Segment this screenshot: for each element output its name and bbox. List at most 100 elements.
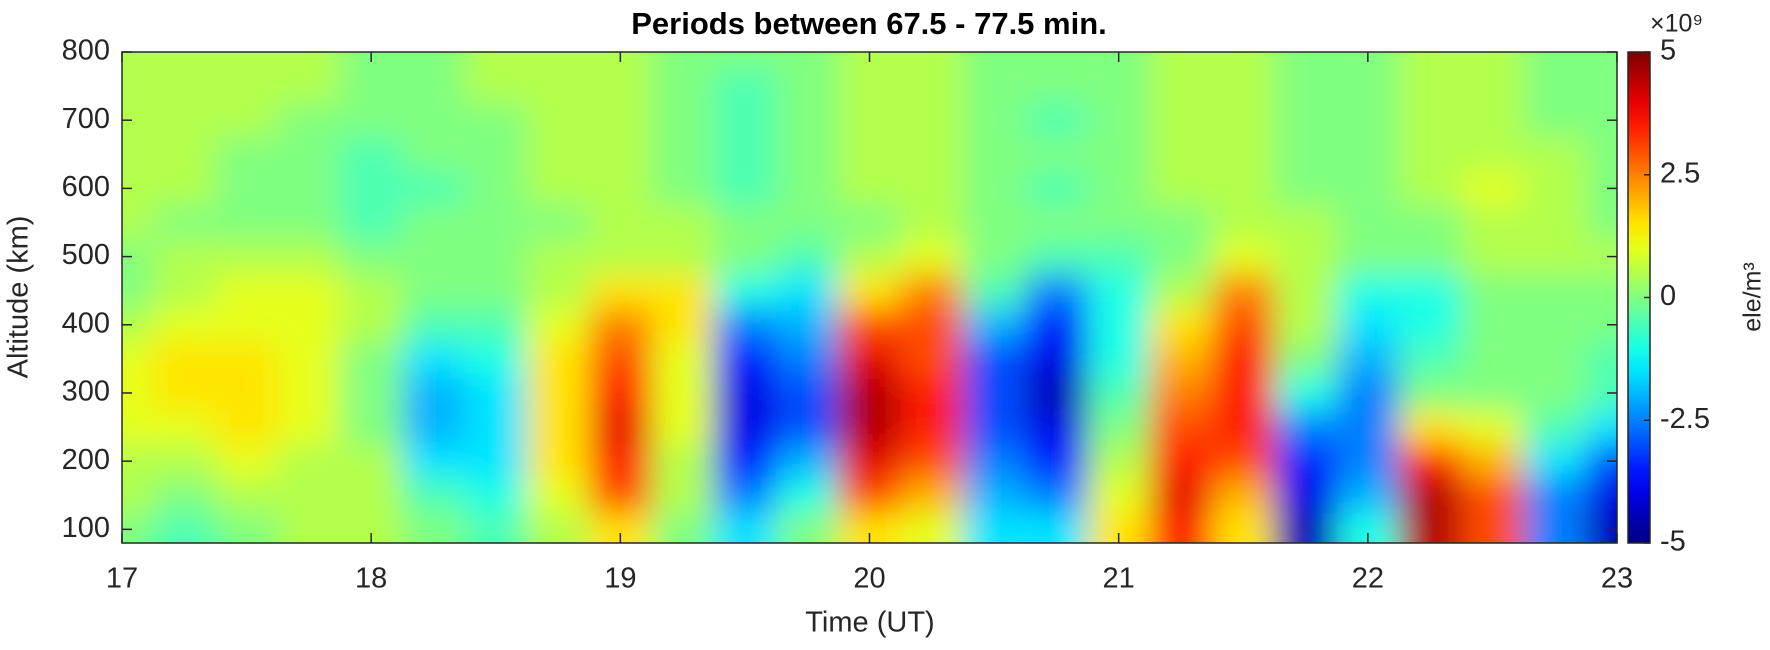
heatmap-cell bbox=[526, 137, 590, 172]
heatmap-cell bbox=[1274, 273, 1338, 309]
heatmap-cell bbox=[153, 205, 216, 241]
heatmap-cell bbox=[402, 512, 466, 543]
heatmap-cell bbox=[340, 171, 403, 206]
heatmap-cell bbox=[962, 341, 1026, 377]
heatmap-cell bbox=[464, 307, 528, 343]
heatmap-cell bbox=[526, 410, 590, 445]
heatmap-cell bbox=[464, 69, 528, 104]
heatmap-cell bbox=[122, 341, 154, 377]
heatmap-cell bbox=[900, 239, 964, 275]
heatmap-cell bbox=[1336, 171, 1400, 206]
heatmap-cell bbox=[1523, 103, 1587, 138]
heatmap-cell bbox=[1461, 341, 1525, 377]
heatmap-cell bbox=[1149, 69, 1213, 104]
heatmap-cell bbox=[1523, 375, 1587, 411]
colorbar-tick-label: 5 bbox=[1660, 35, 1676, 67]
heatmap-cell bbox=[713, 205, 777, 241]
heatmap-cell bbox=[776, 307, 839, 343]
heatmap-cell bbox=[215, 341, 279, 377]
heatmap-cell bbox=[589, 444, 652, 479]
heatmap-cell bbox=[402, 341, 466, 377]
heatmap-cell bbox=[464, 239, 528, 275]
heatmap-cell bbox=[838, 478, 902, 513]
heatmap-cell bbox=[464, 410, 528, 445]
heatmap-cell bbox=[962, 273, 1026, 309]
heatmap-cell bbox=[1025, 103, 1089, 138]
heatmap-cell bbox=[122, 52, 154, 70]
heatmap-cell bbox=[464, 171, 528, 206]
heatmap-cell bbox=[1149, 137, 1213, 172]
heatmap-cell bbox=[1585, 341, 1617, 377]
heatmap-cell bbox=[1149, 478, 1213, 513]
x-axis-label: Time (UT) bbox=[805, 607, 934, 639]
heatmap-cell bbox=[277, 410, 341, 445]
y-tick-label: 800 bbox=[62, 35, 110, 67]
y-tick-label: 100 bbox=[62, 512, 110, 544]
heatmap-cell bbox=[1336, 375, 1400, 411]
y-axis-label: Altitude (km) bbox=[3, 216, 35, 379]
heatmap-cell bbox=[1461, 103, 1525, 138]
heatmap-cell bbox=[589, 171, 652, 206]
heatmap-cell bbox=[1336, 69, 1400, 104]
heatmap-cell bbox=[589, 341, 652, 377]
heatmap-cell bbox=[1523, 273, 1587, 309]
heatmap-cell bbox=[776, 171, 839, 206]
heatmap-cell bbox=[1461, 239, 1525, 275]
heatmap-cell bbox=[215, 512, 279, 543]
heatmap-cell bbox=[900, 205, 964, 241]
heatmap-cell bbox=[277, 307, 341, 343]
heatmap-cell bbox=[215, 375, 279, 411]
heatmap-cell bbox=[122, 478, 154, 513]
heatmap-cell bbox=[1025, 205, 1089, 241]
heatmap-cell bbox=[464, 375, 528, 411]
heatmap-cell bbox=[589, 205, 652, 241]
y-tick-label: 200 bbox=[62, 444, 110, 476]
heatmap-cell bbox=[713, 478, 777, 513]
heatmap-cell bbox=[122, 512, 154, 543]
heatmap-cell bbox=[1087, 273, 1151, 309]
heatmap-cell bbox=[1336, 410, 1400, 445]
heatmap-cell bbox=[1025, 512, 1089, 543]
y-tick-label: 700 bbox=[62, 103, 110, 135]
heatmap-cell bbox=[526, 171, 590, 206]
heatmap-cell bbox=[122, 273, 154, 309]
heatmap-cell bbox=[651, 341, 715, 377]
x-tick-label: 22 bbox=[1352, 563, 1384, 595]
heatmap-cell bbox=[776, 512, 839, 543]
heatmap-cell bbox=[1212, 341, 1275, 377]
heatmap-cell bbox=[402, 375, 466, 411]
heatmap-cell bbox=[589, 273, 652, 309]
heatmap-cell bbox=[1025, 239, 1089, 275]
heatmap-cell bbox=[464, 103, 528, 138]
heatmap-cell bbox=[526, 205, 590, 241]
heatmap-cell bbox=[776, 273, 839, 309]
heatmap-cell bbox=[900, 307, 964, 343]
heatmap-cell bbox=[776, 239, 839, 275]
heatmap-cell bbox=[153, 69, 216, 104]
heatmap-cell bbox=[464, 478, 528, 513]
heatmap-cell bbox=[1523, 69, 1587, 104]
heatmap-cell bbox=[1025, 273, 1089, 309]
heatmap-cell bbox=[1274, 171, 1338, 206]
heatmap-cell bbox=[153, 512, 216, 543]
heatmap-cell bbox=[1461, 307, 1525, 343]
heatmap-cell bbox=[1523, 171, 1587, 206]
y-tick-label: 300 bbox=[62, 376, 110, 408]
heatmap-cell bbox=[153, 375, 216, 411]
heatmap-cell bbox=[962, 478, 1026, 513]
heatmap-cell bbox=[277, 341, 341, 377]
heatmap-cell bbox=[153, 444, 216, 479]
heatmap-cell bbox=[526, 69, 590, 104]
colorbar-tick-label: -5 bbox=[1660, 526, 1686, 558]
heatmap-cell bbox=[1274, 410, 1338, 445]
heatmap-cell bbox=[1212, 239, 1275, 275]
heatmap-cell bbox=[713, 103, 777, 138]
heatmap-cell bbox=[1398, 444, 1462, 479]
heatmap-cell bbox=[900, 410, 964, 445]
heatmap-cell bbox=[651, 307, 715, 343]
heatmap-cell bbox=[277, 137, 341, 172]
heatmap-cell bbox=[122, 410, 154, 445]
heatmap-cell bbox=[589, 239, 652, 275]
heatmap-cell bbox=[340, 341, 403, 377]
heatmap-cell bbox=[1461, 52, 1525, 70]
